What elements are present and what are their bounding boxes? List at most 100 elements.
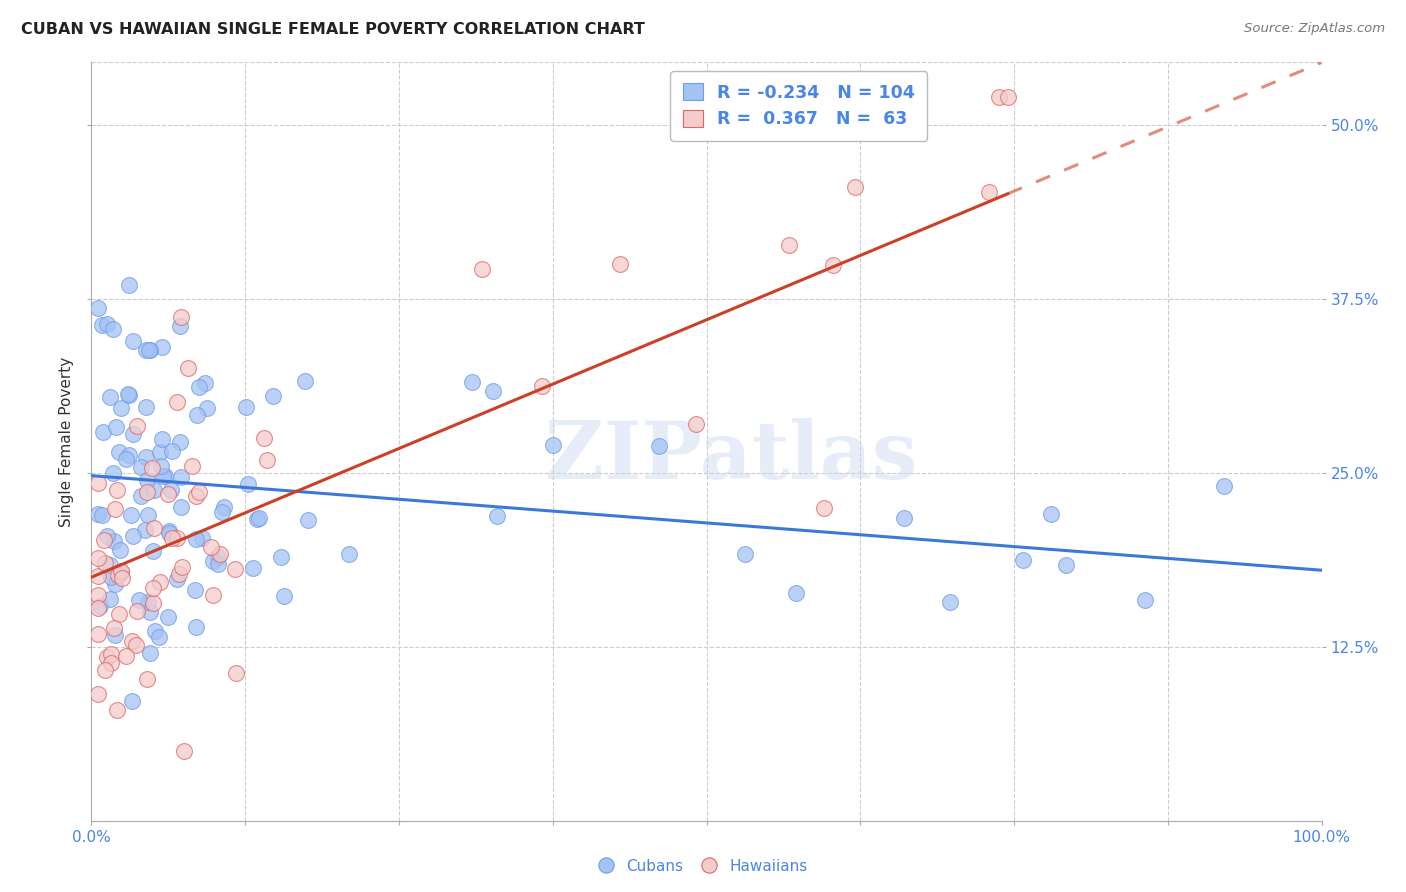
Point — [461, 375, 484, 389]
Point — [225, 665, 247, 680]
Point — [187, 380, 209, 394]
Point — [86, 508, 108, 522]
Point — [211, 504, 233, 518]
Point — [152, 432, 174, 446]
Text: Source: ZipAtlas.com: Source: ZipAtlas.com — [1244, 22, 1385, 36]
Point — [128, 593, 150, 607]
Point — [173, 744, 195, 758]
Point — [120, 508, 142, 523]
Point — [86, 626, 108, 640]
Point — [202, 554, 225, 568]
Point — [169, 435, 191, 450]
Point — [96, 318, 118, 332]
Point — [187, 484, 209, 499]
Point — [142, 544, 165, 558]
Point — [938, 595, 960, 609]
Point — [785, 586, 807, 600]
Point — [103, 621, 125, 635]
Point — [87, 550, 110, 565]
Point — [184, 620, 207, 634]
Point — [87, 568, 110, 582]
Point — [160, 444, 183, 458]
Point — [155, 469, 177, 483]
Point — [129, 489, 152, 503]
Point — [236, 476, 259, 491]
Point — [100, 648, 122, 662]
Point — [110, 564, 132, 578]
Point — [121, 633, 143, 648]
Point — [337, 547, 360, 561]
Point — [778, 237, 800, 252]
Point — [141, 461, 163, 475]
Point — [143, 624, 166, 638]
Point — [117, 386, 139, 401]
Point — [115, 451, 138, 466]
Point — [208, 547, 231, 561]
Point — [186, 533, 208, 547]
Point — [184, 582, 207, 597]
Point — [105, 420, 128, 434]
Point — [149, 575, 172, 590]
Point — [224, 562, 246, 576]
Point — [91, 508, 114, 522]
Point — [135, 450, 157, 465]
Point — [110, 401, 132, 416]
Point — [1213, 479, 1236, 493]
Point — [87, 301, 110, 315]
Legend: R = -0.234   N = 104, R =  0.367   N =  63: R = -0.234 N = 104, R = 0.367 N = 63 — [671, 71, 927, 141]
Point — [1133, 593, 1156, 607]
Point — [530, 378, 553, 392]
Point — [156, 487, 179, 501]
Point — [252, 432, 274, 446]
Point — [235, 400, 257, 414]
Point — [143, 483, 166, 498]
Point — [157, 526, 180, 541]
Point — [242, 560, 264, 574]
Point — [135, 400, 157, 414]
Point — [734, 547, 756, 561]
Point — [647, 439, 669, 453]
Point — [101, 467, 124, 481]
Point — [122, 529, 145, 543]
Point — [160, 483, 183, 497]
Point — [200, 540, 222, 554]
Point — [160, 531, 183, 545]
Point — [270, 549, 292, 564]
Point — [166, 531, 188, 545]
Point — [157, 609, 180, 624]
Point — [482, 384, 505, 399]
Point — [166, 572, 188, 586]
Point — [138, 343, 160, 358]
Point — [152, 469, 174, 483]
Point — [89, 599, 111, 614]
Point — [86, 601, 108, 615]
Point — [294, 374, 316, 388]
Point — [139, 605, 162, 619]
Point — [129, 459, 152, 474]
Point — [609, 257, 631, 271]
Point — [108, 543, 131, 558]
Point — [201, 588, 224, 602]
Point — [197, 401, 219, 415]
Legend: Cubans, Hawaiians: Cubans, Hawaiians — [592, 853, 814, 880]
Point — [135, 484, 157, 499]
Point — [844, 179, 866, 194]
Point — [103, 628, 125, 642]
Point — [273, 589, 295, 603]
Y-axis label: Single Female Poverty: Single Female Poverty — [59, 357, 75, 526]
Text: CUBAN VS HAWAIIAN SINGLE FEMALE POVERTY CORRELATION CHART: CUBAN VS HAWAIIAN SINGLE FEMALE POVERTY … — [21, 22, 645, 37]
Point — [186, 489, 208, 503]
Point — [98, 390, 121, 404]
Point — [543, 438, 565, 452]
Point — [212, 500, 235, 514]
Point — [121, 427, 143, 442]
Point — [104, 502, 127, 516]
Point — [170, 470, 193, 484]
Point — [100, 656, 122, 670]
Point — [107, 567, 129, 582]
Point — [138, 343, 160, 357]
Point — [115, 649, 138, 664]
Point — [172, 559, 194, 574]
Point — [181, 458, 204, 473]
Point — [110, 565, 132, 579]
